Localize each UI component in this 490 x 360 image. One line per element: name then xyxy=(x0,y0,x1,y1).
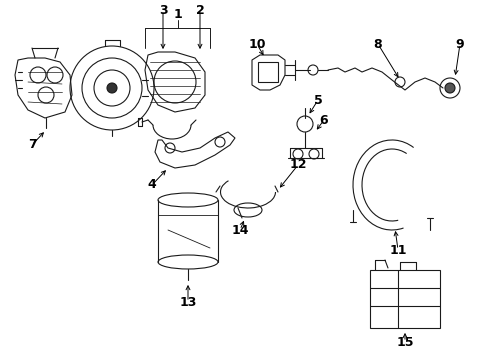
Circle shape xyxy=(107,83,117,93)
Text: 7: 7 xyxy=(27,139,36,152)
Text: 9: 9 xyxy=(456,37,465,50)
Text: 10: 10 xyxy=(248,37,266,50)
Text: 1: 1 xyxy=(173,8,182,21)
Text: 4: 4 xyxy=(147,179,156,192)
Text: 6: 6 xyxy=(319,113,328,126)
Text: 14: 14 xyxy=(231,224,249,237)
Circle shape xyxy=(445,83,455,93)
Text: 2: 2 xyxy=(196,4,204,17)
Text: 13: 13 xyxy=(179,296,196,309)
Text: 8: 8 xyxy=(374,37,382,50)
Text: 5: 5 xyxy=(314,94,322,107)
Text: 12: 12 xyxy=(289,158,307,171)
Text: 3: 3 xyxy=(159,4,167,17)
Text: 15: 15 xyxy=(396,336,414,348)
Text: 11: 11 xyxy=(389,243,407,256)
